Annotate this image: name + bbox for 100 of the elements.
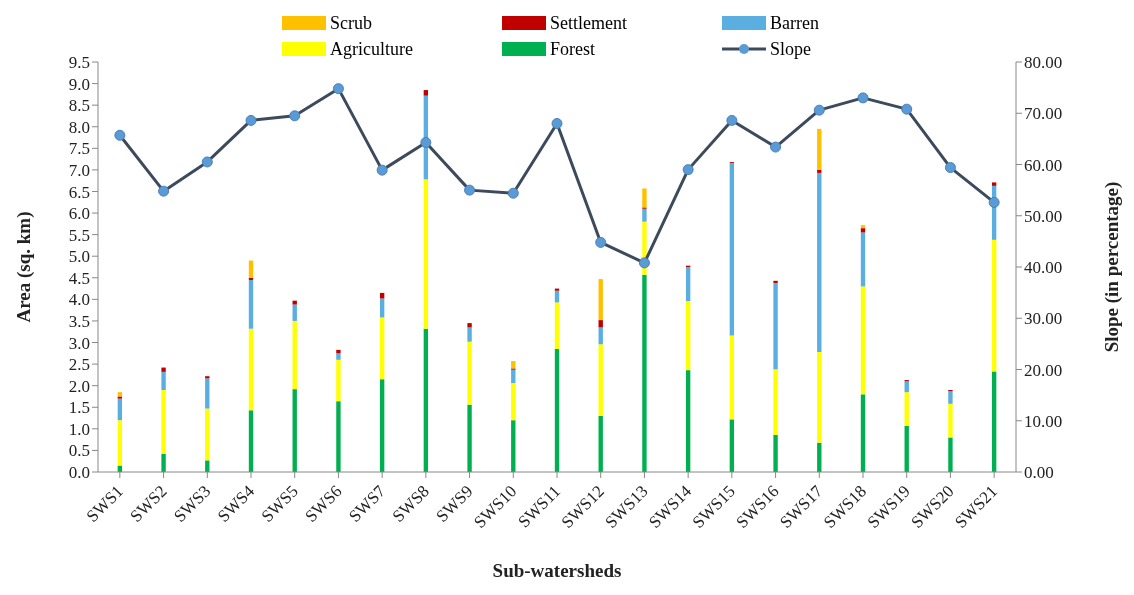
- bar: [292, 320, 297, 390]
- bar: [379, 379, 385, 472]
- bar: [948, 391, 953, 404]
- bar: [205, 378, 210, 409]
- y2-tick-label: 30.00: [1024, 309, 1063, 329]
- bar: [467, 404, 472, 472]
- bar: [817, 172, 822, 353]
- bar: [467, 341, 472, 405]
- legend-label: Barren: [770, 12, 819, 34]
- bar: [729, 419, 735, 472]
- bar: [729, 162, 735, 336]
- bar: [773, 369, 778, 435]
- bar: [423, 179, 429, 329]
- y2-tick-label: 70.00: [1024, 104, 1063, 124]
- y-tick-label: 3.0: [68, 333, 90, 353]
- y2-tick-label: 40.00: [1024, 258, 1063, 278]
- y-tick-label: 8.5: [68, 96, 90, 116]
- bar: [511, 420, 516, 472]
- bar: [991, 371, 997, 472]
- y2-tick-label: 50.00: [1024, 206, 1063, 226]
- bar: [773, 280, 778, 283]
- bar: [205, 408, 210, 461]
- bar: [598, 344, 603, 416]
- bar: [336, 349, 341, 354]
- bar: [904, 381, 909, 393]
- bar: [948, 437, 953, 472]
- bar: [248, 279, 254, 329]
- bar: [423, 328, 429, 472]
- bar: [948, 403, 953, 438]
- y2-tick-label: 20.00: [1024, 360, 1063, 380]
- bar: [161, 367, 166, 372]
- bar: [817, 128, 822, 170]
- bar: [817, 169, 822, 173]
- y2-tick-label: 60.00: [1024, 155, 1063, 175]
- y2-tick-label: 10.00: [1024, 411, 1063, 431]
- bar: [860, 225, 866, 229]
- bar: [642, 274, 647, 472]
- bar: [860, 286, 866, 395]
- y-tick-label: 8.0: [68, 117, 90, 137]
- bar: [336, 401, 341, 472]
- bar: [117, 420, 123, 466]
- bar: [423, 90, 429, 96]
- bar: [991, 182, 997, 186]
- bar: [554, 349, 560, 472]
- bar: [248, 260, 254, 278]
- legend-label: Scrub: [330, 12, 372, 34]
- y-tick-label: 9.5: [68, 53, 90, 73]
- bar: [685, 267, 691, 302]
- bar: [467, 327, 472, 342]
- bar: [904, 392, 909, 426]
- y-tick-label: 3.5: [68, 311, 90, 331]
- bar: [467, 323, 472, 328]
- bar: [817, 352, 822, 443]
- y-tick-label: 2.5: [68, 355, 90, 375]
- bar: [860, 394, 866, 472]
- bar: [598, 327, 603, 345]
- bar: [248, 328, 254, 411]
- bar: [117, 396, 123, 399]
- bar: [511, 383, 516, 421]
- y-tick-label: 7.0: [68, 160, 90, 180]
- legend-label: Forest: [550, 38, 595, 60]
- legend-label: Agriculture: [330, 38, 413, 60]
- y2-tick-label: 0.00: [1024, 463, 1054, 483]
- bar: [642, 188, 647, 208]
- bar: [598, 279, 603, 321]
- y-tick-label: 0.5: [68, 441, 90, 461]
- bar: [248, 410, 254, 472]
- y-tick-label: 0.0: [68, 463, 90, 483]
- y-tick-label: 7.5: [68, 139, 90, 159]
- y-tick-label: 4.5: [68, 268, 90, 288]
- bar: [379, 317, 385, 380]
- bar: [554, 302, 560, 349]
- x-axis-title: Sub-watersheds: [492, 560, 622, 581]
- bar: [161, 390, 166, 454]
- y-tick-label: 6.5: [68, 182, 90, 202]
- legend-label: Slope: [770, 38, 812, 60]
- y-tick-label: 1.5: [68, 398, 90, 418]
- bar: [991, 239, 997, 372]
- bar: [161, 453, 166, 472]
- y-tick-label: 9.0: [68, 74, 90, 94]
- bar: [292, 389, 297, 472]
- y-tick-label: 4.0: [68, 290, 90, 310]
- bar: [379, 292, 385, 299]
- bar: [642, 208, 647, 222]
- y-tick-label: 1.0: [68, 419, 90, 439]
- y2-axis-title: Slope (in percentage): [1100, 181, 1123, 353]
- bar: [685, 370, 691, 472]
- bar: [729, 335, 735, 420]
- y-tick-label: 6.0: [68, 204, 90, 224]
- bar: [161, 371, 166, 390]
- bar: [860, 232, 866, 287]
- bar: [292, 300, 297, 305]
- y-tick-label: 5.5: [68, 225, 90, 245]
- y2-tick-label: 80.00: [1024, 53, 1063, 73]
- y-tick-label: 5.0: [68, 247, 90, 267]
- legend-label: Settlement: [550, 12, 627, 34]
- y-axis-title: Area (sq. km): [12, 211, 35, 323]
- bar: [336, 359, 341, 402]
- bar: [685, 301, 691, 371]
- y-tick-label: 2.0: [68, 376, 90, 396]
